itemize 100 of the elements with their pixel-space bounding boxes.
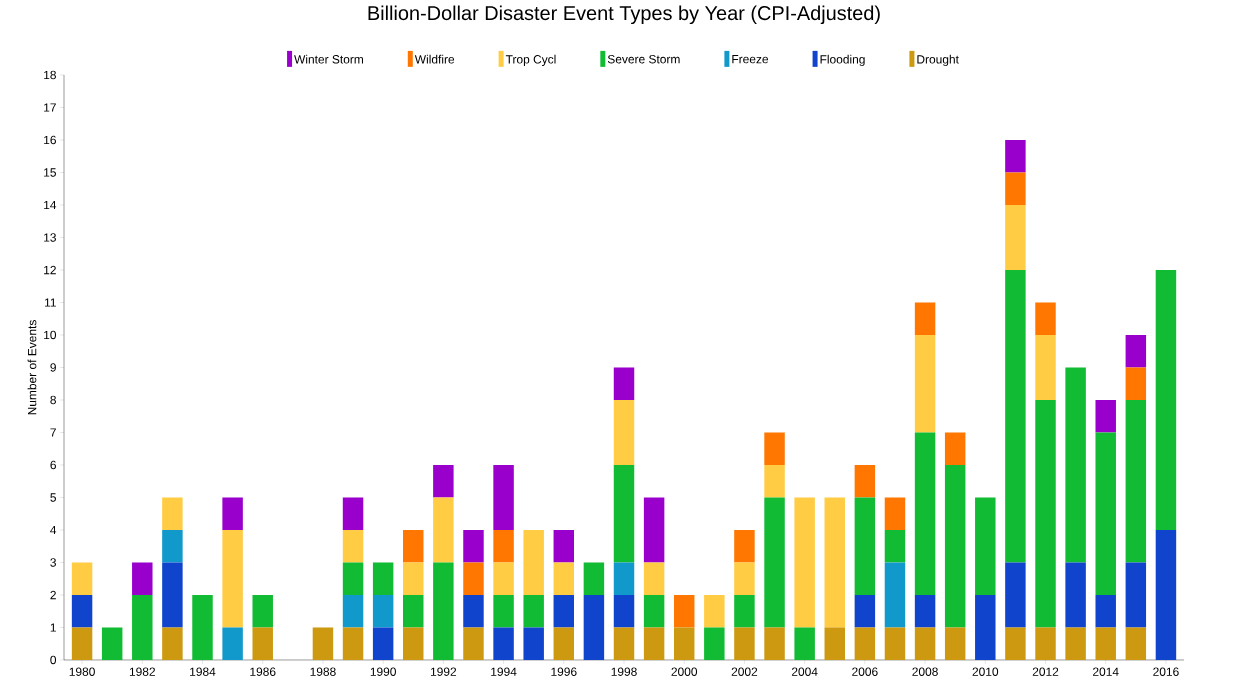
bar <box>1005 204 1026 270</box>
x-tick-label: 1994 <box>491 667 517 676</box>
bar <box>162 497 183 530</box>
bar <box>1005 172 1026 205</box>
x-tick-label: 2006 <box>852 667 878 676</box>
bar <box>1065 367 1086 563</box>
bar <box>944 627 966 660</box>
bar <box>914 302 936 335</box>
legend-label: Drought <box>917 54 959 66</box>
bar <box>1125 334 1147 368</box>
bar <box>914 627 936 660</box>
chart-title: Billion-Dollar Disaster Event Types by Year (CPI-Adjusted) <box>368 5 880 25</box>
x-tick-label: 2010 <box>972 667 999 676</box>
bar <box>101 627 123 660</box>
x-tick-label: 2002 <box>731 667 758 676</box>
bar <box>1155 529 1177 660</box>
legend-label: Severe Storm <box>607 54 680 64</box>
bar <box>944 464 966 628</box>
bar <box>162 562 183 628</box>
bar <box>1005 269 1026 563</box>
bar <box>463 529 484 563</box>
bar <box>1125 399 1147 563</box>
y-tick-label: 12 <box>44 265 56 275</box>
bar <box>643 497 665 563</box>
bar <box>1095 627 1116 660</box>
bar <box>704 627 725 660</box>
bar <box>583 562 605 595</box>
bar <box>794 627 815 660</box>
bar <box>854 497 876 595</box>
bar <box>975 497 996 595</box>
bar <box>764 497 785 628</box>
bar <box>403 627 424 660</box>
bar <box>854 627 876 660</box>
bar <box>342 627 364 660</box>
bar <box>493 562 514 595</box>
bar <box>854 464 876 498</box>
bar <box>975 594 996 660</box>
bar <box>1005 562 1026 628</box>
y-tick-label: 0 <box>50 655 57 665</box>
bar <box>854 594 876 628</box>
x-tick-label: 1984 <box>190 667 216 676</box>
y-tick-label: 16 <box>44 135 56 145</box>
bar <box>1155 269 1177 530</box>
bar <box>1125 627 1147 660</box>
bar <box>222 529 243 628</box>
bar <box>1035 334 1056 400</box>
x-tick-label: 2016 <box>1153 667 1179 676</box>
bar <box>252 627 273 660</box>
y-tick-label: 6 <box>50 460 56 470</box>
bar <box>613 562 635 595</box>
x-tick-label: 1996 <box>551 667 577 676</box>
bar <box>342 594 364 628</box>
bar <box>824 627 845 660</box>
bar <box>734 529 755 563</box>
bar <box>613 627 635 660</box>
bar <box>162 529 183 563</box>
bar <box>523 529 544 595</box>
x-tick-label: 2008 <box>912 667 938 676</box>
bar <box>372 594 394 628</box>
bar <box>553 594 575 628</box>
bar <box>613 594 635 628</box>
bar <box>1095 399 1116 433</box>
y-tick-label: 15 <box>44 168 56 177</box>
bar <box>553 562 575 595</box>
y-tick-label: 5 <box>50 493 56 502</box>
bar <box>884 562 906 628</box>
bar <box>1065 627 1086 660</box>
bar <box>403 529 424 563</box>
bar <box>764 627 785 660</box>
bar <box>553 529 575 563</box>
bar <box>734 562 755 595</box>
legend-label: Winter Storm <box>294 54 363 64</box>
bar <box>463 562 484 595</box>
bar <box>914 432 936 595</box>
x-tick-label: 1982 <box>129 667 155 676</box>
x-tick-label: 1988 <box>310 667 336 676</box>
bar <box>734 594 755 628</box>
bar <box>222 497 243 530</box>
bar <box>884 627 906 660</box>
y-axis-title: Number of Events <box>27 320 37 415</box>
y-tick-label: 1 <box>50 623 56 632</box>
bar <box>1065 562 1086 628</box>
bar <box>1095 594 1116 628</box>
y-tick-label: 3 <box>50 558 56 567</box>
bar <box>463 594 484 628</box>
bar <box>734 627 755 660</box>
bar <box>643 594 665 628</box>
x-tick-label: 1992 <box>430 667 457 676</box>
legend-label: Wildfire <box>414 54 455 64</box>
bar <box>433 464 454 498</box>
bar <box>613 367 635 400</box>
y-tick-label: 13 <box>44 233 56 242</box>
y-tick-label: 2 <box>50 590 56 600</box>
bar <box>403 594 424 628</box>
bar <box>673 594 695 628</box>
y-tick-label: 9 <box>50 363 56 372</box>
bar <box>824 497 845 628</box>
y-tick-label: 4 <box>50 525 57 535</box>
bar <box>433 562 454 660</box>
x-tick-label: 2000 <box>671 667 698 676</box>
